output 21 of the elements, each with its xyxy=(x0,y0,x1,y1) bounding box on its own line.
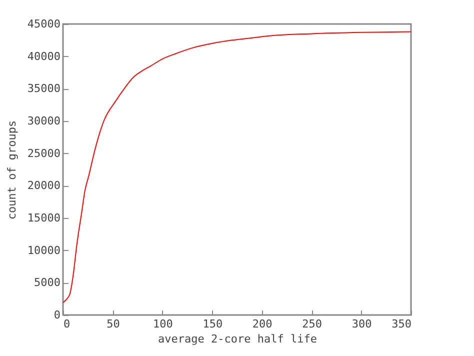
x-tick-label: 300 xyxy=(352,318,372,330)
x-axis-title: average 2-core half life xyxy=(158,332,317,346)
y-axis-title: count of groups xyxy=(5,120,18,220)
x-tick-label: 200 xyxy=(252,318,272,330)
x-tick-label: 250 xyxy=(302,318,322,330)
y-tick-label: 5000 xyxy=(34,276,60,290)
x-tick-label: 50 xyxy=(106,318,120,330)
y-tick-label: 25000 xyxy=(27,146,60,160)
x-tick-label: 100 xyxy=(152,318,173,330)
y-tick-label: 35000 xyxy=(27,82,60,96)
line-series xyxy=(62,31,412,304)
y-tick-label: 45000 xyxy=(27,18,60,30)
x-tick-label: 350 xyxy=(392,318,412,330)
y-tick-label: 30000 xyxy=(27,114,60,128)
y-tick-label: 0 xyxy=(54,308,60,322)
x-tick-label: 150 xyxy=(202,318,223,330)
y-tick-label: 40000 xyxy=(27,50,60,63)
y-tick-label: 15000 xyxy=(27,212,60,224)
y-tick-label: 10000 xyxy=(27,244,60,257)
y-tick-label: 20000 xyxy=(27,179,60,192)
x-tick-label: 0 xyxy=(64,318,70,330)
